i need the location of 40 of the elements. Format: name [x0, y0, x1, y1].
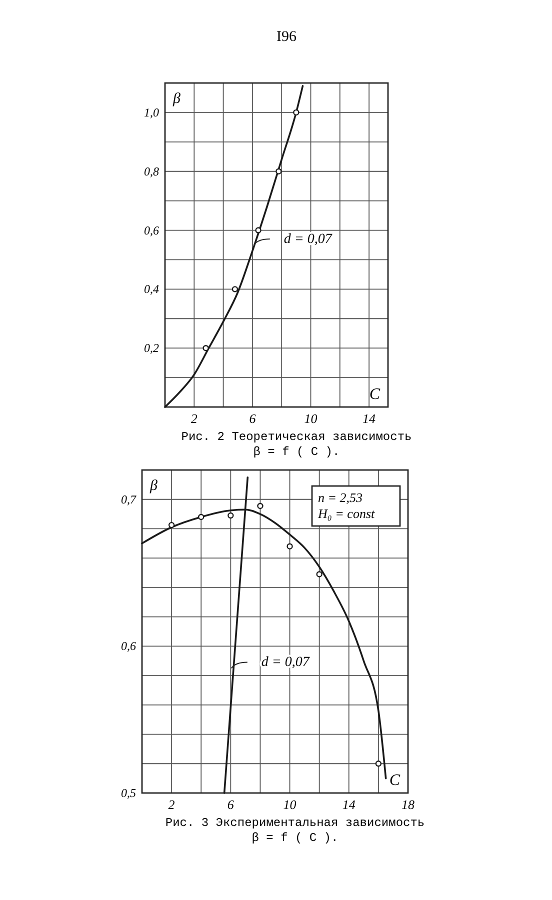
y-tick-label: 1,0	[144, 105, 159, 120]
y-tick-label: 0,6	[144, 223, 159, 238]
text: I96	[276, 29, 297, 45]
x-tick-label: 18	[402, 797, 415, 812]
point	[232, 286, 238, 292]
x-tick-label: 14	[342, 797, 356, 812]
y-tick-label: 0,4	[144, 282, 159, 296]
x-tick-label: 14	[362, 411, 376, 426]
point	[316, 571, 322, 578]
point	[168, 522, 175, 528]
y-axis-title: β	[149, 478, 158, 494]
x-tick-label: 6	[227, 797, 234, 812]
point	[286, 543, 293, 550]
point	[276, 168, 282, 174]
annotation: n = 2,53	[318, 490, 364, 505]
x-tick-label: 10	[304, 411, 318, 426]
point	[255, 227, 262, 234]
text: β = f ( C ).	[252, 831, 338, 845]
point	[228, 512, 234, 519]
point	[202, 344, 209, 352]
point	[198, 514, 204, 520]
y-tick-label: 0,7	[121, 492, 137, 506]
y-tick-label: 0,6	[121, 639, 136, 654]
text: Рис. 2 Теоретическая зависимость	[181, 430, 412, 444]
point	[375, 760, 382, 767]
point	[293, 109, 300, 116]
y-tick-label: 0,8	[144, 164, 159, 178]
annotation: H₀ = const	[317, 506, 376, 521]
text: β = f ( C ).	[253, 445, 340, 459]
y-tick-label: 0,2	[144, 341, 159, 356]
point	[257, 502, 264, 510]
x-tick-label: 2	[168, 797, 176, 812]
x-axis-title: C	[369, 386, 380, 403]
text: Рис. 3 Экспериментальная зависимость	[165, 816, 425, 830]
x-axis-title: C	[389, 772, 400, 789]
x-tick-label: 10	[283, 797, 297, 812]
x-tick-label: 2	[190, 411, 198, 426]
y-axis-title: β	[172, 91, 181, 107]
x-tick-label: 6	[249, 411, 256, 426]
y-tick-label: 0,5	[121, 786, 136, 800]
